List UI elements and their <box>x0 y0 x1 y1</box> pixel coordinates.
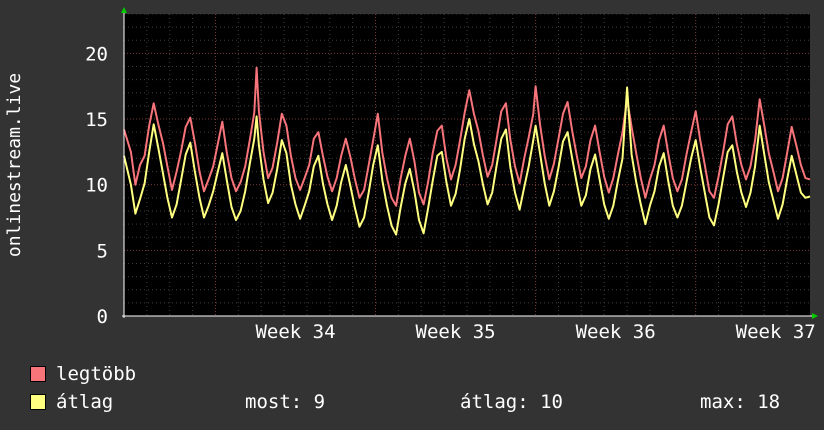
series-line-avg <box>123 86 811 236</box>
y-tick-label: 15 <box>85 109 108 131</box>
stat-max: max: 18 <box>700 391 781 413</box>
axes <box>121 7 818 319</box>
y-tick-label: 0 <box>97 306 108 328</box>
y-tick-label: 20 <box>85 43 108 65</box>
y-tick-labels: 0 5 10 15 20 <box>85 43 108 328</box>
stat-now: most: 9 <box>245 391 326 413</box>
series-line-max <box>123 66 811 207</box>
legend-item-max: legtöbb <box>30 362 136 386</box>
x-tick-label: Week 35 <box>416 321 496 343</box>
legend-swatch-avg <box>30 394 46 410</box>
legend-swatch-max <box>30 366 46 382</box>
x-tick-label: Week 34 <box>255 321 335 343</box>
series-layer <box>123 66 811 236</box>
x-tick-labels: Week 34 Week 35 Week 36 Week 37 <box>255 321 815 343</box>
legend-label-max: legtöbb <box>56 363 137 385</box>
y-axis-label: onlinestream.live <box>4 73 25 257</box>
legend-item-avg: átlag <box>30 390 113 414</box>
y-axis-arrow <box>121 7 127 13</box>
x-tick-label: Week 36 <box>576 321 656 343</box>
legend-label-avg: átlag <box>56 391 114 413</box>
stat-avg: átlag: 10 <box>460 391 563 413</box>
x-tick-label: Week 37 <box>736 321 816 343</box>
x-axis-arrow <box>812 313 818 319</box>
y-tick-label: 10 <box>85 175 108 197</box>
y-tick-label: 5 <box>97 240 108 262</box>
